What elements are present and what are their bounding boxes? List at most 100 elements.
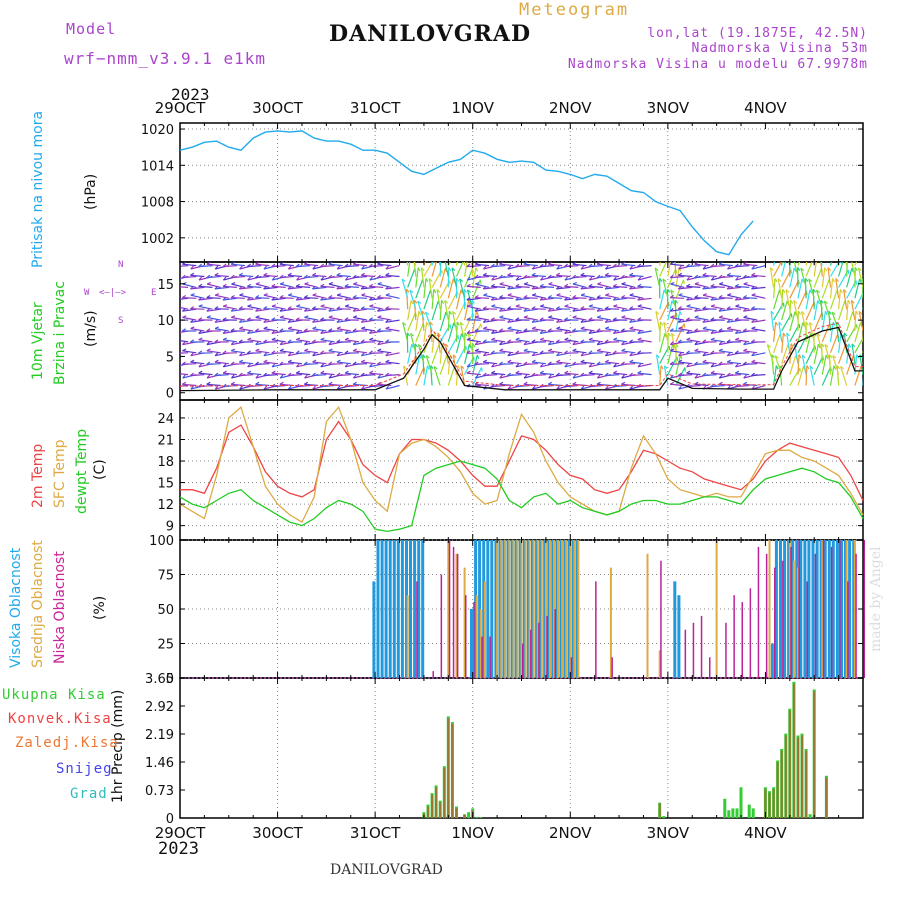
wind-barb-head bbox=[547, 361, 552, 365]
precip-bar bbox=[788, 710, 791, 818]
wind-barb bbox=[415, 267, 419, 288]
wind-barb bbox=[413, 300, 417, 321]
wind-barb-head bbox=[629, 272, 634, 276]
wind-barb bbox=[556, 274, 571, 278]
wind-barb bbox=[637, 305, 652, 310]
wind-barb bbox=[369, 352, 384, 354]
cloud-bar bbox=[795, 540, 799, 678]
wind-barb-head bbox=[718, 274, 723, 279]
wind-barb bbox=[605, 361, 620, 365]
wind-barb bbox=[466, 297, 481, 301]
wind-barb bbox=[271, 339, 286, 343]
precip-bar bbox=[455, 808, 458, 818]
wind-barb-head bbox=[572, 262, 577, 265]
wind-barb-head bbox=[287, 265, 292, 270]
wind-barb-head bbox=[222, 383, 227, 388]
wind-barb bbox=[735, 372, 750, 376]
wind-barb bbox=[491, 305, 506, 310]
wind-barb-head bbox=[499, 361, 503, 365]
wind-barb bbox=[452, 311, 458, 332]
wind-barb bbox=[271, 352, 286, 354]
wind-barb bbox=[385, 328, 400, 332]
wind-barb bbox=[678, 361, 693, 365]
wind-barb-head bbox=[572, 328, 577, 332]
precip-bar bbox=[447, 718, 450, 818]
wind-barb-head bbox=[605, 265, 609, 270]
wind-barb bbox=[361, 308, 376, 310]
wind-barb bbox=[629, 286, 644, 290]
wind-barb-head bbox=[771, 354, 775, 359]
precip-bar bbox=[735, 808, 739, 818]
wind-barb bbox=[821, 366, 832, 386]
wind-barb bbox=[180, 265, 181, 267]
wind-barb-head bbox=[539, 330, 544, 334]
wind-barb-head bbox=[835, 278, 839, 282]
wind-barb-head bbox=[385, 272, 390, 276]
wind-barb-head bbox=[247, 304, 252, 307]
wind-barb-head bbox=[718, 374, 723, 379]
wind-barb-head bbox=[539, 317, 544, 321]
wind-barb-head bbox=[279, 361, 284, 365]
wind-barb bbox=[507, 274, 522, 278]
wind-barb-head bbox=[872, 302, 873, 306]
wind-barb-head bbox=[414, 343, 418, 348]
wind-barb-head bbox=[377, 308, 381, 312]
wind-barb-head bbox=[798, 324, 801, 329]
wind-barb-head bbox=[271, 317, 276, 321]
wind-barb-head bbox=[656, 354, 660, 359]
cloud-bar bbox=[470, 609, 473, 678]
wind-barb-head bbox=[523, 308, 528, 312]
wind-barb bbox=[470, 262, 474, 266]
wind-barb bbox=[786, 332, 791, 353]
wind-barb-head bbox=[637, 363, 642, 368]
wind-barb-head bbox=[515, 296, 520, 301]
wind-barb-head bbox=[304, 341, 308, 346]
cloud-bar bbox=[715, 540, 718, 678]
wind-barb bbox=[751, 294, 766, 299]
wind-barb bbox=[824, 344, 832, 364]
wind-barb-head bbox=[816, 333, 821, 337]
wind-barb bbox=[214, 374, 229, 377]
wind-barb bbox=[674, 262, 677, 266]
wind-barb-head bbox=[710, 263, 715, 268]
wind-barb bbox=[531, 308, 546, 310]
wind-barb-head bbox=[564, 370, 569, 374]
wind-barb-head bbox=[312, 306, 317, 310]
wind-barb-head bbox=[410, 300, 414, 305]
wind-barb bbox=[797, 354, 800, 375]
wind-barb bbox=[206, 297, 221, 299]
compass-north: N bbox=[118, 260, 124, 270]
wind-barb-head bbox=[464, 246, 467, 249]
wind-barb bbox=[686, 285, 701, 288]
wind-barb-head bbox=[686, 363, 690, 368]
wind-barb-head bbox=[523, 315, 528, 318]
cloud-bar bbox=[806, 581, 808, 678]
wind-barb bbox=[263, 308, 278, 310]
wind-barb bbox=[320, 285, 335, 288]
wind-barb-head bbox=[222, 350, 227, 354]
wind-barb-head bbox=[612, 296, 617, 301]
wind-barb bbox=[190, 286, 205, 290]
wind-barb bbox=[727, 274, 742, 278]
wind-barb bbox=[447, 262, 451, 266]
wind-barb-head bbox=[198, 263, 203, 268]
wind-barb bbox=[422, 354, 425, 375]
precip-legend-total: Ukupna Kisa bbox=[2, 687, 106, 703]
wind-barb bbox=[312, 308, 327, 310]
cloud-bar bbox=[506, 540, 510, 678]
wind-barb-head bbox=[466, 330, 471, 334]
wind-barb bbox=[377, 350, 392, 354]
wind-barb bbox=[797, 290, 807, 310]
wind-barb-head bbox=[769, 267, 774, 272]
wind-barb-head bbox=[222, 283, 227, 287]
wind-barb-head bbox=[702, 352, 707, 357]
wind-barb-head bbox=[198, 317, 203, 321]
wind-barb bbox=[180, 297, 189, 300]
wind-barb bbox=[377, 308, 392, 312]
wind-barb bbox=[198, 285, 213, 288]
wind-barb bbox=[352, 363, 368, 365]
precipitation-frame bbox=[179, 677, 864, 819]
wind-barb bbox=[377, 263, 392, 267]
wind-barb-head bbox=[710, 330, 715, 334]
wind-barb bbox=[637, 339, 652, 343]
